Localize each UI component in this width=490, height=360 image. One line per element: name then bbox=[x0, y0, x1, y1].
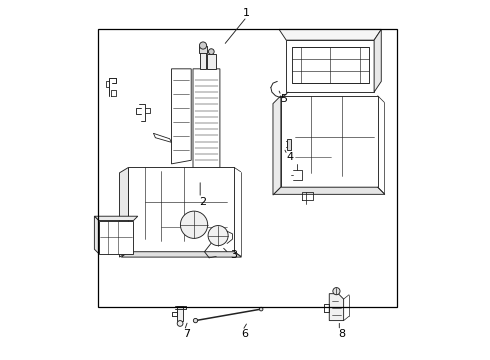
Text: 5: 5 bbox=[280, 94, 287, 104]
Polygon shape bbox=[273, 96, 281, 195]
Polygon shape bbox=[286, 40, 374, 92]
Polygon shape bbox=[329, 294, 343, 320]
Polygon shape bbox=[95, 216, 138, 221]
Polygon shape bbox=[207, 54, 216, 69]
Polygon shape bbox=[95, 216, 98, 253]
Text: 4: 4 bbox=[286, 152, 294, 162]
Circle shape bbox=[208, 226, 228, 246]
Polygon shape bbox=[122, 252, 242, 257]
Polygon shape bbox=[128, 167, 234, 252]
Text: 2: 2 bbox=[199, 197, 206, 207]
Polygon shape bbox=[274, 187, 385, 194]
Polygon shape bbox=[374, 30, 381, 92]
Polygon shape bbox=[281, 96, 378, 187]
Text: 1: 1 bbox=[244, 8, 250, 18]
Polygon shape bbox=[287, 139, 291, 149]
Polygon shape bbox=[199, 45, 207, 53]
Polygon shape bbox=[98, 221, 133, 253]
Circle shape bbox=[208, 49, 214, 54]
Bar bbox=[98, 30, 397, 307]
Polygon shape bbox=[279, 30, 381, 40]
Circle shape bbox=[199, 42, 207, 49]
Polygon shape bbox=[172, 69, 191, 164]
Polygon shape bbox=[193, 69, 220, 171]
Polygon shape bbox=[120, 167, 128, 257]
Circle shape bbox=[333, 288, 340, 295]
Text: 3: 3 bbox=[230, 250, 237, 260]
Text: 8: 8 bbox=[338, 329, 345, 339]
Text: 7: 7 bbox=[183, 329, 191, 339]
Text: 6: 6 bbox=[242, 329, 248, 339]
Circle shape bbox=[194, 319, 197, 323]
Polygon shape bbox=[200, 49, 205, 69]
Polygon shape bbox=[177, 306, 183, 320]
Circle shape bbox=[177, 320, 183, 326]
Circle shape bbox=[259, 307, 263, 311]
Circle shape bbox=[180, 211, 208, 238]
